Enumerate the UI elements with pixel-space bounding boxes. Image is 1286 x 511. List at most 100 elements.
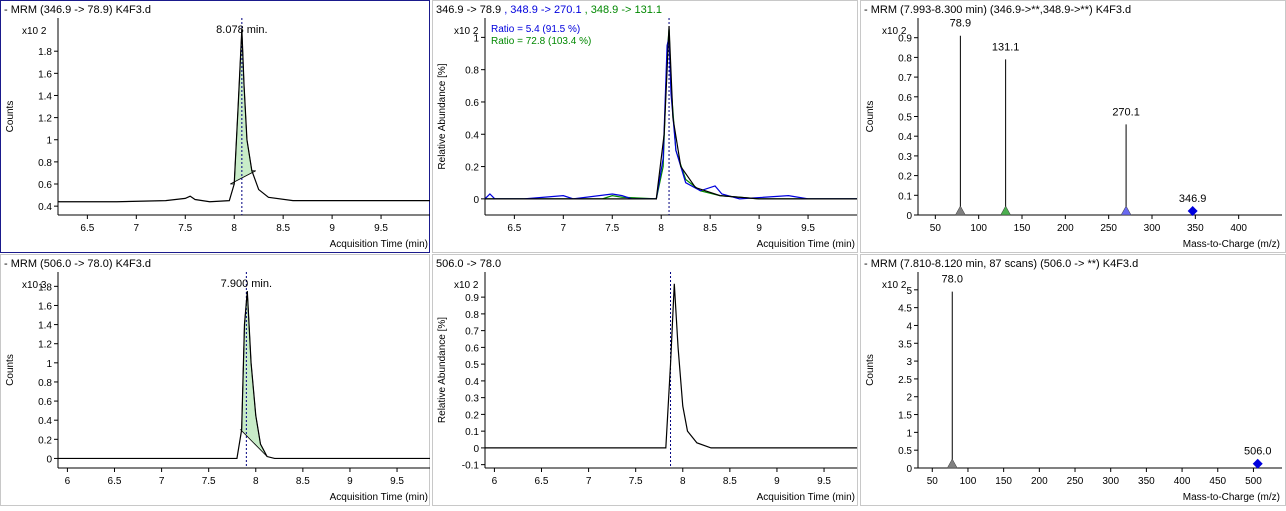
x-tick-label: 9.5: [817, 476, 831, 487]
panel-frame[interactable]: [860, 0, 1286, 253]
y-tick-label: 0.6: [465, 98, 479, 109]
y-tick-label: 0.6: [898, 93, 912, 104]
x-tick-label: 8: [231, 223, 237, 234]
y-multiplier: x10 2: [882, 280, 907, 291]
chart-title: - MRM (7.993-8.300 min) (346.9->**,348.9…: [864, 4, 1131, 16]
chart-panel-6[interactable]: - MRM (7.810-8.120 min, 87 scans) (506.0…: [860, 254, 1286, 506]
y-tick-label: 0.4: [38, 202, 52, 213]
x-tick-label: 50: [927, 476, 939, 487]
y-multiplier: x10 2: [22, 26, 47, 37]
x-tick-label: 9: [756, 223, 762, 234]
y-tick-label: 1.4: [38, 321, 52, 332]
x-tick-label: 6.5: [535, 476, 549, 487]
x-tick-label: 250: [1100, 223, 1117, 234]
x-tick-label: 6.5: [108, 476, 122, 487]
series-line-2: [484, 37, 857, 200]
x-tick-label: 150: [1014, 223, 1031, 234]
y-tick-label: 1.6: [38, 301, 52, 312]
chart-panel-3[interactable]: - MRM (7.993-8.300 min) (346.9->**,348.9…: [860, 0, 1286, 253]
chart-title: 346.9 -> 78.9 , 348.9 -> 270.1 , 348.9 -…: [436, 4, 662, 16]
y-tick-label: 4.5: [898, 304, 912, 315]
series-line-1: [58, 29, 430, 203]
y-tick-label: 0.1: [898, 191, 912, 202]
x-tick-label: 300: [1144, 223, 1161, 234]
x-tick-label: 7: [561, 223, 567, 234]
precursor-marker-triangle: [946, 458, 958, 469]
x-tick-label: 8.5: [296, 476, 310, 487]
x-tick-label: 9.5: [390, 476, 404, 487]
y-tick-label: 0.7: [465, 327, 479, 338]
y-axis-label: Counts: [5, 101, 16, 133]
x-tick-label: 9: [774, 476, 780, 487]
chart-title: - MRM (506.0 -> 78.0) K4F3.d: [4, 258, 151, 270]
chart-title: - MRM (7.810-8.120 min, 87 scans) (506.0…: [864, 258, 1138, 270]
chart-title: 506.0 -> 78.0: [436, 258, 501, 270]
y-tick-label: 0.6: [38, 397, 52, 408]
panel-frame[interactable]: [0, 0, 430, 253]
y-tick-label: 0.5: [898, 446, 912, 457]
x-tick-label: 6.5: [507, 223, 521, 234]
y-tick-label: 1.8: [38, 282, 52, 293]
chart-panel-2[interactable]: 346.9 -> 78.9 , 348.9 -> 270.1 , 348.9 -…: [432, 0, 858, 253]
x-tick-label: 500: [1245, 476, 1262, 487]
x-tick-label: 6: [492, 476, 498, 487]
chart-panel-5[interactable]: 506.0 -> 78.0 x10 2 Relative Abundance [%]…: [432, 254, 858, 506]
precursor-marker-triangle: [1120, 205, 1132, 216]
x-tick-label: 7: [586, 476, 592, 487]
peak-mz-label: 346.9: [1179, 193, 1207, 205]
series-line-1: [58, 291, 430, 460]
x-tick-label: 6: [65, 476, 71, 487]
x-tick-label: 9.5: [374, 223, 388, 234]
x-tick-label: 8.5: [723, 476, 737, 487]
y-axis-label: Counts: [865, 354, 876, 386]
x-tick-label: 7.5: [202, 476, 216, 487]
x-tick-label: 8.5: [276, 223, 290, 234]
panel-frame[interactable]: [0, 254, 430, 506]
panel-frame[interactable]: [432, 0, 858, 253]
peak-mz-label: 270.1: [1112, 106, 1140, 118]
y-tick-label: 1: [46, 359, 52, 370]
y-tick-label: 0.8: [38, 378, 52, 389]
x-tick-label: 250: [1067, 476, 1084, 487]
title-part: , 348.9 -> 131.1: [582, 4, 662, 16]
y-tick-label: 1: [906, 428, 912, 439]
ratio-annotation: Ratio = 5.4 (91.5 %): [491, 24, 580, 35]
x-tick-label: 7: [159, 476, 165, 487]
y-tick-label: 0: [473, 195, 479, 206]
y-tick-label: 0.5: [465, 360, 479, 371]
x-tick-label: 200: [1057, 223, 1074, 234]
y-tick-label: 0.3: [465, 394, 479, 405]
x-tick-label: 8.5: [703, 223, 717, 234]
precursor-marker-diamond: [1252, 458, 1263, 469]
y-tick-label: 1.2: [38, 114, 52, 125]
y-axis-label: Relative Abundance [%]: [437, 63, 448, 169]
precursor-marker-diamond: [1187, 206, 1198, 217]
x-axis-label: Acquisition Time (min): [757, 239, 855, 250]
panel-frame[interactable]: [432, 254, 858, 506]
y-tick-label: 0.1: [465, 427, 479, 438]
x-tick-label: 7.5: [178, 223, 192, 234]
series-line-3: [485, 26, 857, 200]
title-part: , 348.9 -> 270.1: [501, 4, 581, 16]
peak-mz-label: 78.9: [950, 18, 971, 30]
y-tick-label: 0.8: [898, 53, 912, 64]
y-tick-label: 0.2: [465, 163, 479, 174]
y-multiplier: x10 3: [22, 280, 47, 291]
y-tick-label: 0.9: [465, 293, 479, 304]
y-tick-label: 0.8: [38, 158, 52, 169]
x-tick-label: 300: [1102, 476, 1119, 487]
y-tick-label: 0.4: [465, 130, 479, 141]
x-tick-label: 9: [329, 223, 335, 234]
y-tick-label: 4: [906, 321, 912, 332]
x-tick-label: 7.5: [629, 476, 643, 487]
chart-panel-1[interactable]: - MRM (346.9 -> 78.9) K4F3.d x10 2 Counts A…: [0, 0, 431, 253]
chart-panel-4[interactable]: - MRM (506.0 -> 78.0) K4F3.d x10 3 Counts A…: [0, 254, 431, 506]
y-tick-label: 0.5: [898, 113, 912, 124]
x-tick-label: 350: [1138, 476, 1155, 487]
peak-label: 7.900 min.: [221, 278, 272, 290]
x-tick-label: 400: [1174, 476, 1191, 487]
y-multiplier: x10 2: [454, 280, 479, 291]
y-tick-label: 0.8: [465, 66, 479, 77]
